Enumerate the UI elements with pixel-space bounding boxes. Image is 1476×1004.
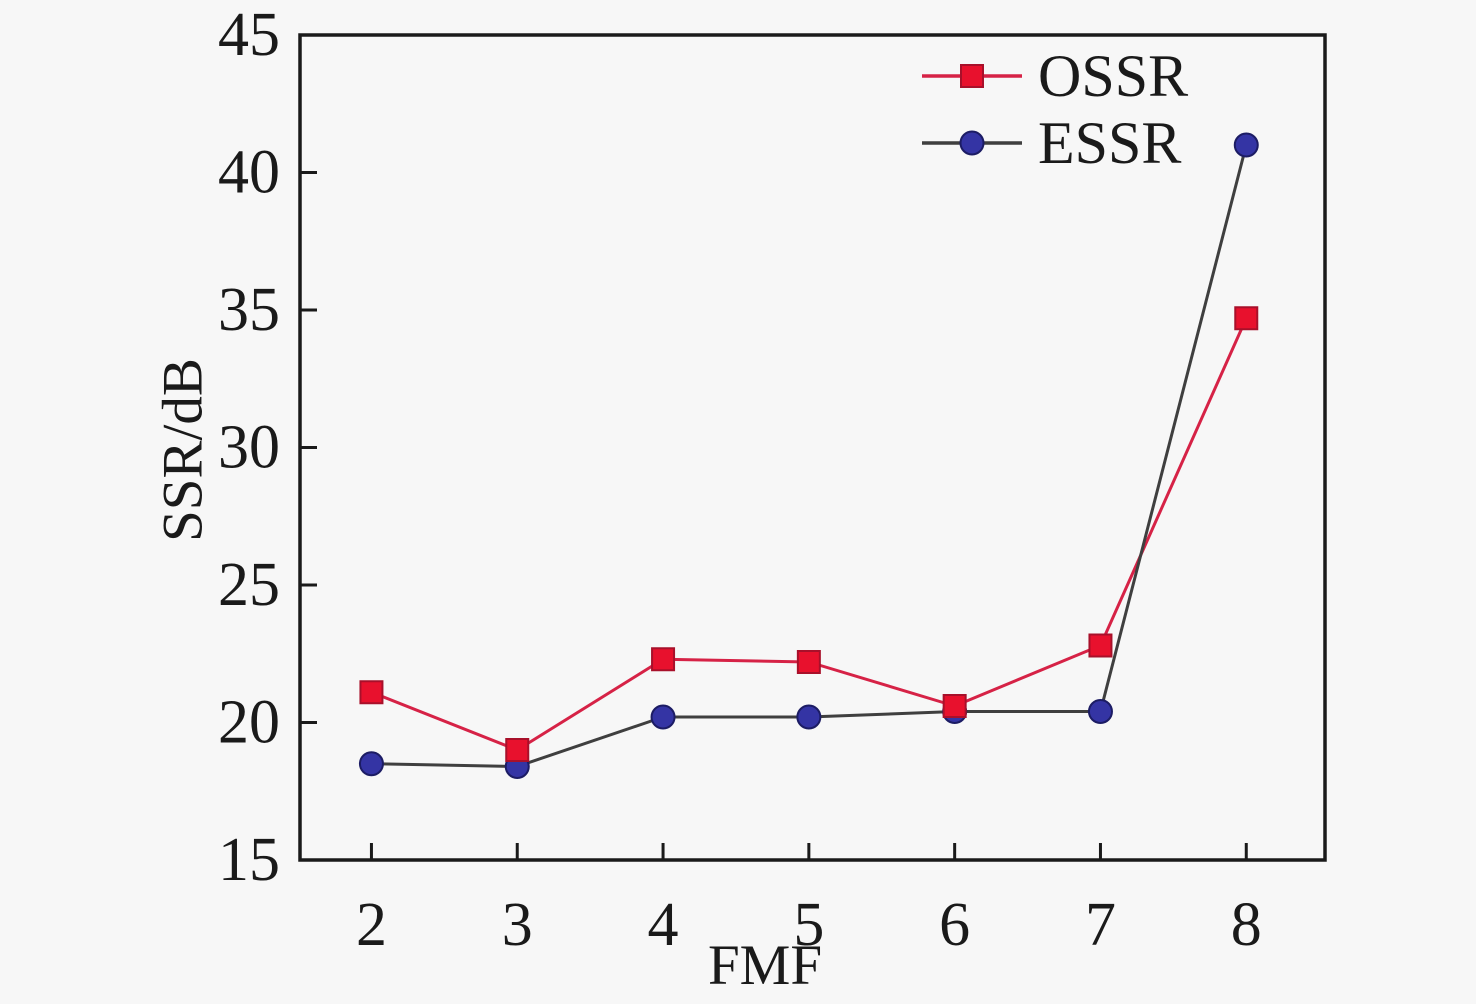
data-point-ossr-fmf5 <box>796 650 821 674</box>
y-axis-tick-label: 35 <box>218 276 280 344</box>
x-axis-tick-label: 6 <box>939 891 970 959</box>
y-axis-tick-label: 45 <box>218 1 280 69</box>
y-axis-tick-label: 25 <box>218 551 280 619</box>
x-axis-tick-label: 7 <box>1085 891 1116 959</box>
x-axis-title: FMF <box>708 934 822 997</box>
data-point-essr-fmf4 <box>650 704 676 730</box>
data-point-essr-fmf5 <box>796 704 822 730</box>
data-point-essr-fmf8 <box>1233 132 1259 158</box>
y-axis-tick-label: 20 <box>218 689 280 757</box>
x-axis-tick-label: 5 <box>793 891 824 959</box>
y-axis-tick-label: 30 <box>218 414 280 482</box>
data-point-ossr-fmf8 <box>1234 306 1259 331</box>
legend-label-essr: ESSR <box>1038 110 1181 176</box>
x-axis-tick-label: 3 <box>502 891 533 959</box>
x-axis-tick-label: 8 <box>1231 891 1262 959</box>
data-point-essr-fmf2 <box>358 751 384 777</box>
data-point-ossr-fmf6 <box>942 694 967 718</box>
y-axis-title: SSR/dB <box>152 358 215 542</box>
data-point-ossr-fmf2 <box>359 680 384 705</box>
y-axis-tick-label: 15 <box>218 826 280 894</box>
x-axis-tick-label: 2 <box>356 891 387 959</box>
data-point-essr-fmf7 <box>1087 699 1113 724</box>
legend-label-ossr: OSSR <box>1038 43 1188 109</box>
data-point-ossr-fmf7 <box>1088 633 1113 658</box>
data-point-ossr-fmf4 <box>651 647 676 672</box>
legend-marker-essr <box>959 130 985 156</box>
y-axis-tick-label: 40 <box>218 139 280 207</box>
data-point-ossr-fmf3 <box>505 738 530 762</box>
x-axis-tick-label: 4 <box>648 891 679 959</box>
legend-marker-ossr <box>960 64 984 88</box>
